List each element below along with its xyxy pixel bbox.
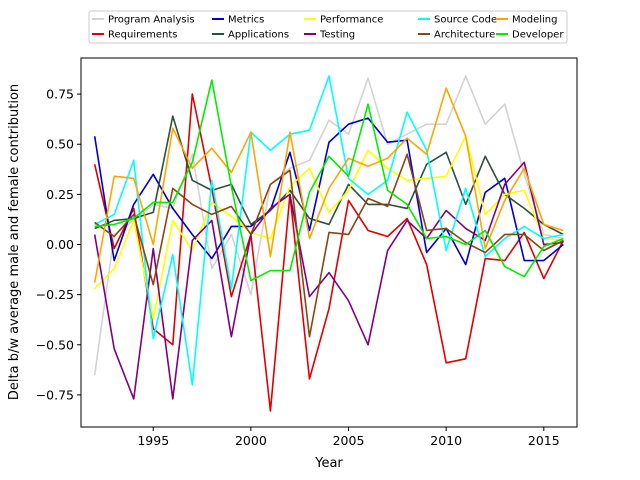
x-tick-label: 2015 [528,433,560,448]
y-axis: −0.75 −0.50 −0.25 0.00 0.25 0.50 0.75 [36,87,81,402]
legend-label-architecture: Architecture [434,30,495,41]
legend-label-modeling: Modeling [512,15,558,26]
series-lines [93,75,565,412]
x-tick-label: 2010 [430,433,462,448]
y-tick-label: 0.50 [46,137,74,152]
series-line-applications [94,115,564,236]
x-tick-label: 2005 [333,433,365,448]
y-tick-label: −0.50 [36,337,74,352]
y-tick-label: 0.75 [46,87,74,102]
legend-label-performance: Performance [320,15,383,26]
plot-area [81,58,577,427]
legend: Program Analysis Requirements Metrics Appli… [88,10,568,44]
y-tick-label: −0.25 [36,287,74,302]
legend-label-metrics: Metrics [228,15,264,26]
y-tick-label: 0.00 [46,237,74,252]
y-axis-label: Delta b/w average male and female contri… [7,84,22,400]
y-tick-label: −0.75 [36,387,74,402]
series-line-developer [94,79,564,282]
legend-box [88,10,568,44]
legend-label-requirements: Requirements [108,30,178,41]
x-tick-label: 2000 [235,433,267,448]
series-line-source-code [94,75,564,386]
plot-frame [80,57,578,428]
y-tick-label: 0.25 [46,187,74,202]
legend-label-testing: Testing [319,30,355,41]
x-axis: 1995 2000 2005 2010 2015 [137,427,560,448]
legend-label-developer: Developer [512,30,564,41]
series-line-metrics [93,117,564,266]
legend-label-source-code: Source Code [434,15,497,26]
series-line-requirements [93,93,565,412]
legend-label-applications: Applications [228,30,289,41]
series-line-testing [93,161,564,400]
series-line-architecture [94,153,564,338]
series-line-modeling [93,87,564,283]
x-axis-label: Year [314,456,343,471]
x-tick-label: 1995 [137,433,169,448]
series-line-performance [94,135,564,320]
legend-label-program-analysis: Program Analysis [108,15,195,26]
